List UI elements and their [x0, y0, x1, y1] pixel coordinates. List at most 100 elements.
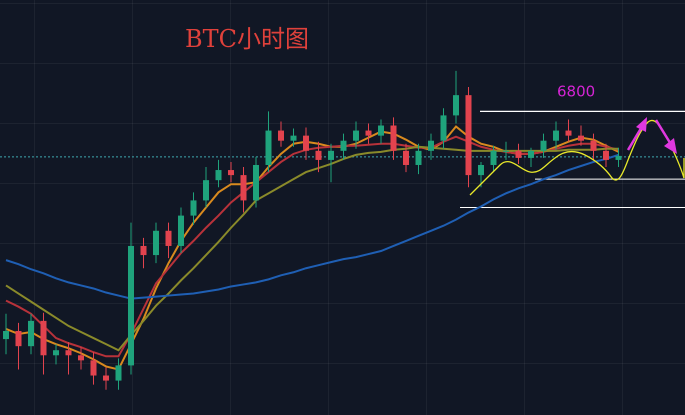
candle — [553, 121, 559, 150]
candle — [65, 342, 72, 375]
candle — [503, 141, 509, 160]
candle — [453, 70, 459, 124]
candle-body — [65, 350, 72, 356]
candle-body — [403, 150, 409, 165]
candle-body — [115, 365, 122, 381]
candle — [540, 133, 547, 158]
candle — [203, 167, 209, 208]
candle — [140, 237, 147, 269]
candle — [490, 145, 497, 173]
candle — [590, 133, 597, 160]
candle — [440, 108, 447, 149]
candle-body — [528, 150, 534, 158]
candle-body — [28, 320, 34, 347]
candle — [603, 143, 609, 168]
candle — [365, 123, 372, 144]
candle-body — [290, 135, 297, 141]
candle-body — [240, 175, 247, 201]
candle-body — [540, 140, 547, 151]
candle-body — [315, 150, 322, 160]
candle-body — [615, 155, 622, 160]
candle-body — [378, 125, 384, 136]
candle — [53, 344, 59, 365]
candle-body — [440, 115, 447, 141]
candle-body — [365, 130, 372, 136]
candle-body — [40, 320, 47, 356]
candle-body — [565, 130, 572, 136]
candle-body — [490, 150, 497, 165]
candle — [28, 313, 34, 355]
moving-average — [5, 125, 619, 371]
candle — [178, 207, 184, 254]
candle-body — [390, 125, 397, 151]
candle — [403, 143, 409, 173]
candle — [240, 167, 247, 213]
candle-body — [153, 230, 159, 256]
chart-title: BTC小时图 — [185, 25, 309, 53]
candle — [578, 125, 584, 146]
moving-average — [5, 145, 619, 352]
candle — [228, 161, 234, 183]
candle-body — [428, 140, 434, 151]
candle-body — [165, 230, 172, 246]
candle — [390, 117, 397, 160]
candle-body — [415, 150, 422, 165]
candle-body — [478, 164, 484, 176]
candle-body — [128, 245, 134, 366]
candle — [190, 192, 197, 225]
candle-body — [90, 360, 97, 376]
candle-body — [215, 170, 222, 181]
candle — [565, 119, 572, 142]
candle-body — [340, 140, 347, 151]
candle-body — [328, 150, 334, 160]
candle-body — [140, 245, 147, 256]
moving-average — [5, 153, 619, 300]
candle-body — [228, 170, 234, 176]
resistance-label: 6800 — [557, 82, 595, 100]
candle — [153, 222, 159, 264]
candle-body — [178, 215, 184, 246]
arrow-up — [626, 117, 647, 151]
candle — [615, 147, 622, 168]
candle-body — [578, 135, 584, 141]
candle-body — [453, 95, 459, 116]
candle-body — [278, 130, 284, 141]
candle — [528, 147, 534, 168]
candle-body — [503, 150, 509, 152]
candle — [115, 358, 122, 390]
candle-body — [515, 150, 522, 158]
candle-body — [103, 375, 109, 381]
candle-body — [603, 150, 609, 160]
candle-body — [353, 130, 359, 141]
candle-body — [265, 130, 272, 165]
candle-body — [53, 350, 59, 356]
candle — [303, 127, 309, 160]
candle — [90, 352, 97, 385]
candle — [103, 367, 109, 390]
candle-body — [303, 135, 309, 151]
candle-body — [190, 200, 197, 216]
candle-body — [553, 130, 559, 141]
candle-body — [3, 330, 9, 340]
projection-curve — [469, 119, 685, 196]
candle-body — [203, 180, 209, 201]
candle-body — [590, 140, 597, 151]
candle — [340, 133, 347, 160]
candle-body — [78, 355, 84, 361]
candle — [415, 143, 422, 175]
candle — [78, 347, 84, 370]
candle — [15, 322, 22, 370]
candle — [128, 222, 134, 375]
candle — [290, 128, 297, 147]
candle — [353, 121, 359, 149]
candle-body — [15, 330, 22, 347]
candle — [278, 121, 284, 147]
candle — [265, 111, 272, 173]
candle — [315, 141, 322, 173]
candle — [515, 143, 522, 164]
candle — [215, 159, 222, 188]
candle — [328, 143, 334, 183]
candle-body — [253, 164, 259, 201]
